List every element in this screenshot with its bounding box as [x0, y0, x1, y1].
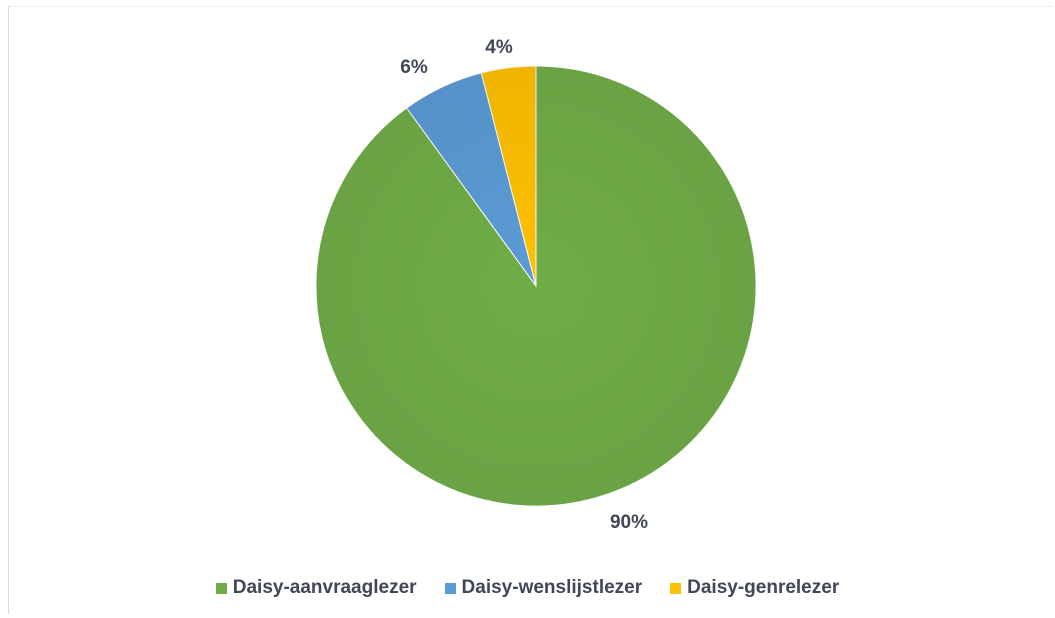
legend-item-genrelezer: Daisy-genrelezer	[670, 577, 839, 599]
legend-label-aanvraaglezer: Daisy-aanvraaglezer	[232, 577, 417, 598]
legend: Daisy-aanvraaglezer Daisy-wenslijstlezer…	[0, 577, 1055, 599]
legend-swatch-genrelezer	[670, 582, 682, 594]
data-label-wenslijstlezer: 6%	[400, 57, 428, 78]
legend-item-aanvraaglezer: Daisy-aanvraaglezer	[215, 577, 417, 599]
data-label-genrelezer: 4%	[485, 37, 513, 58]
chart-area	[8, 6, 1053, 614]
legend-label-wenslijstlezer: Daisy-wenslijstlezer	[461, 577, 643, 598]
data-label-aanvraaglezer: 90%	[610, 512, 648, 533]
legend-swatch-wenslijstlezer	[444, 582, 456, 594]
legend-item-wenslijstlezer: Daisy-wenslijstlezer	[444, 577, 643, 599]
pie-shading	[316, 66, 756, 506]
legend-label-genrelezer: Daisy-genrelezer	[687, 577, 840, 598]
legend-swatch-aanvraaglezer	[215, 582, 227, 594]
